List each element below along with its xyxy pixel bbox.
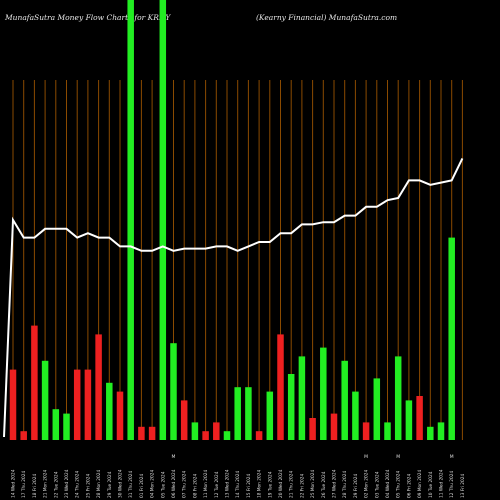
money-flow-bar bbox=[287, 374, 295, 440]
x-annotation: M bbox=[172, 454, 176, 460]
x-tick-label: 06 Wed 2024 bbox=[171, 469, 177, 498]
money-flow-bar bbox=[309, 418, 316, 440]
money-flow-bar bbox=[116, 391, 124, 440]
x-tick-label: 31 Thu 2024 bbox=[128, 471, 134, 498]
money-flow-bar bbox=[159, 0, 167, 440]
money-flow-bar bbox=[138, 426, 145, 440]
x-tick-label: 21 Mon 2024 bbox=[43, 470, 49, 498]
x-tick-label: 21 Thu 2024 bbox=[289, 471, 295, 498]
money-flow-bar bbox=[202, 431, 209, 440]
money-flow-bar bbox=[373, 378, 381, 440]
money-flow-bar bbox=[352, 391, 359, 440]
x-tick-label: 24 Thu 2024 bbox=[75, 471, 81, 498]
money-flow-bar bbox=[41, 360, 49, 440]
x-tick-label: 30 Wed 2024 bbox=[118, 469, 124, 498]
money-flow-bar bbox=[84, 369, 92, 440]
x-tick-label: 10 Tue 2024 bbox=[428, 471, 434, 498]
x-tick-label: 26 Tue 2024 bbox=[321, 471, 327, 498]
x-tick-label: 11 Wed 2024 bbox=[439, 469, 445, 498]
chart-header-right: (Kearny Financial) MunafaSutra.com bbox=[256, 13, 398, 22]
x-tick-label: 28 Thu 2024 bbox=[342, 471, 348, 498]
x-tick-label: 28 Mon 2024 bbox=[96, 470, 102, 498]
money-flow-bar bbox=[255, 431, 263, 440]
money-flow-bar bbox=[191, 422, 199, 440]
x-tick-label: 14 Thu 2024 bbox=[235, 471, 241, 498]
money-flow-bar bbox=[266, 391, 274, 440]
money-flow-bar bbox=[52, 409, 60, 440]
money-flow-bar bbox=[394, 356, 402, 440]
money-flow-bar bbox=[341, 360, 348, 440]
x-tick-labels: 14 Wed 2024 17 Thu 2024 18 Fri 2024 21 Mon … bbox=[11, 469, 466, 498]
x-tick-label: 12 Tue 2024 bbox=[214, 471, 220, 498]
money-flow-bar bbox=[405, 400, 413, 440]
x-tick-label: 03 Tue 2024 bbox=[374, 471, 380, 498]
chart-header-left: MunafaSutra Money Flow Charts for KRNY bbox=[5, 13, 171, 22]
x-tick-label: 18 Fri 2024 bbox=[32, 473, 38, 498]
x-tick-label: 01 Fri 2024 bbox=[139, 473, 145, 498]
x-tick-label: 20 Wed 2024 bbox=[278, 469, 284, 498]
money-flow-bar bbox=[384, 422, 391, 440]
money-flow-bar bbox=[9, 369, 17, 440]
x-tick-label: 19 Tue 2024 bbox=[267, 471, 273, 498]
money-flow-bar bbox=[437, 422, 445, 440]
money-flow-bar bbox=[320, 347, 327, 440]
money-flow-bar bbox=[127, 0, 134, 440]
x-tick-label: 05 Tue 2024 bbox=[160, 471, 166, 498]
x-tick-label: 13 Wed 2024 bbox=[225, 469, 231, 498]
money-flow-bar bbox=[148, 426, 156, 440]
money-flow-bar bbox=[427, 426, 434, 440]
x-tick-label: 11 Mon 2024 bbox=[203, 470, 209, 498]
money-flow-bar bbox=[277, 334, 284, 440]
money-flow-bar bbox=[20, 431, 27, 440]
x-annotation: M bbox=[450, 454, 454, 460]
money-flow-bar bbox=[170, 343, 177, 440]
x-tick-label: 23 Wed 2024 bbox=[64, 469, 70, 498]
x-tick-label: 29 Tue 2024 bbox=[107, 471, 113, 498]
x-annotation: M bbox=[396, 454, 400, 460]
x-tick-label: 22 Fri 2024 bbox=[299, 473, 305, 498]
x-tick-label: 09 Mon 2024 bbox=[417, 470, 423, 498]
price-line bbox=[3, 157, 464, 438]
x-tick-label: 12 Thu 2024 bbox=[449, 471, 455, 498]
x-tick-label: 25 Fri 2024 bbox=[85, 473, 91, 498]
money-flow-bar bbox=[63, 413, 70, 440]
x-tick-label: 29 Fri 2024 bbox=[353, 473, 359, 498]
money-flow-bar bbox=[223, 431, 231, 440]
x-tick-label: 02 Mon 2024 bbox=[364, 470, 370, 498]
x-tick-label: 06 Fri 2024 bbox=[406, 473, 412, 498]
x-tick-label: 18 Mon 2024 bbox=[257, 470, 263, 498]
money-flow-bar bbox=[213, 422, 220, 440]
money-flow-bar bbox=[330, 413, 338, 440]
x-tick-label: 04 Wed 2024 bbox=[385, 469, 391, 498]
money-flow-bar bbox=[73, 369, 81, 440]
money-flow-bar bbox=[234, 387, 241, 440]
money-flow-bars bbox=[9, 0, 455, 440]
money-flow-bar bbox=[416, 396, 423, 440]
money-flow-bar bbox=[180, 400, 188, 440]
x-tick-label: 05 Thu 2024 bbox=[396, 471, 402, 498]
x-tick-label: 14 Wed 2024 bbox=[11, 469, 17, 498]
x-tick-label: 27 Wed 2024 bbox=[332, 469, 338, 498]
x-tick-label: 25 Mon 2024 bbox=[310, 470, 316, 498]
x-tick-label: 07 Thu 2024 bbox=[182, 471, 188, 498]
x-tick-label: 08 Fri 2024 bbox=[192, 473, 198, 498]
money-flow-bar bbox=[362, 422, 370, 440]
x-tick-label: 22 Tue 2024 bbox=[53, 471, 59, 498]
money-flow-bar bbox=[31, 325, 38, 440]
x-tick-label: 17 Thu 2024 bbox=[21, 471, 27, 498]
money-flow-bar bbox=[95, 334, 102, 440]
money-flow-bar bbox=[448, 237, 455, 440]
x-tick-label: 13 Fri 2024 bbox=[460, 473, 466, 498]
money-flow-bar bbox=[298, 356, 306, 440]
money-flow-bar bbox=[245, 387, 252, 440]
money-flow-bar bbox=[106, 382, 113, 440]
x-tick-label: 04 Mon 2024 bbox=[150, 470, 156, 498]
x-annotation: M bbox=[364, 454, 368, 460]
x-tick-label: 15 Fri 2024 bbox=[246, 473, 252, 498]
